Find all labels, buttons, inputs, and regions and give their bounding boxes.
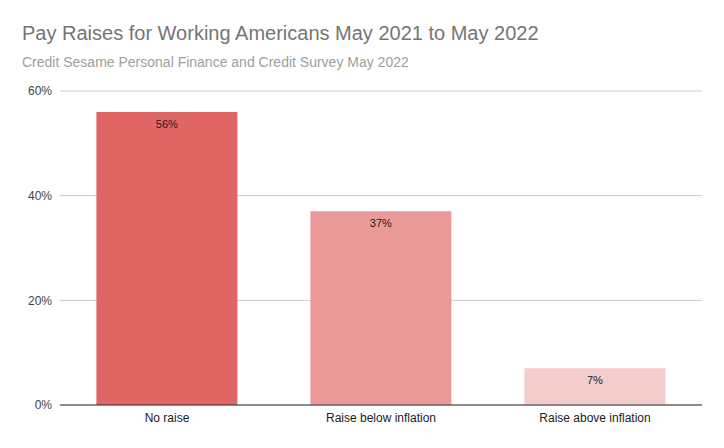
svg-text:37%: 37% — [370, 217, 392, 229]
html-text:Credit Sesame Personal Finance: Credit Sesame Personal Finance and Credi… — [22, 54, 409, 70]
html-text:Pay Raises for Working America: Pay Raises for Working Americans May 202… — [22, 22, 539, 44]
svg-text:60%: 60% — [28, 84, 52, 98]
svg-text:7%: 7% — [587, 374, 603, 386]
svg-text:0%: 0% — [35, 398, 53, 412]
svg-text:56%: 56% — [156, 118, 178, 130]
svg-text:20%: 20% — [28, 294, 52, 308]
svg-text:40%: 40% — [28, 189, 52, 203]
svg-text:Raise above inflation: Raise above inflation — [539, 411, 650, 425]
svg-text:No raise: No raise — [145, 411, 190, 425]
svg-text:Raise below inflation: Raise below inflation — [326, 411, 436, 425]
